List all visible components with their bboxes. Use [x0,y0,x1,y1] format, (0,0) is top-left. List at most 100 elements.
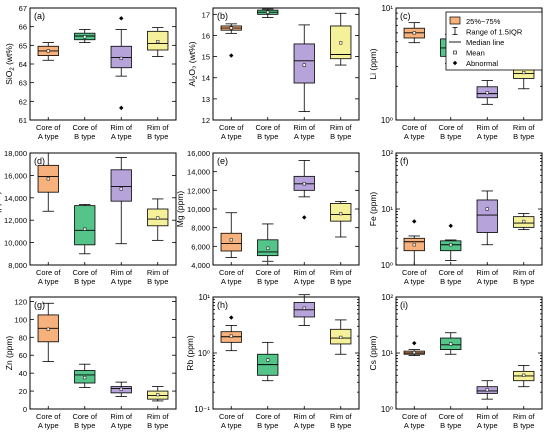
category-label: Core of B type [438,268,464,286]
category-label: Core of A type [402,123,428,141]
mean-marker [449,342,453,346]
category-label-line1: Core of [255,412,281,421]
category-label-line1: Rim of [330,268,353,277]
abnormal-marker [229,53,234,58]
y-axis-label: Na (ppm) [0,191,2,227]
panel-label: (d) [34,156,45,166]
panel-label: (h) [217,300,228,310]
category-label: Rim of A type [476,123,499,141]
category-label-line2: A type [111,132,132,141]
legend-abnormal-swatch [452,60,458,66]
mean-marker [119,187,123,191]
category-label-line2: A type [294,421,315,430]
category-label-line1: Core of [402,123,428,132]
y-tick-label: 8,000 [191,224,210,233]
box-3: Rim of B type [513,213,535,286]
category-label: Rim of B type [513,123,536,141]
category-label-line1: Rim of [147,123,170,132]
box-3: Rim of B type [513,57,536,141]
plot-frame [29,152,177,266]
category-label: Core of B type [72,268,98,286]
y-tick-label: 15 [202,53,210,62]
category-label: Core of B type [438,412,464,430]
y-tick-label: 18,000 [4,149,27,158]
y-tick-label: 10¹ [198,293,210,302]
category-label-line1: Core of [72,268,98,277]
category-label-line1: Core of [438,123,464,132]
mean-marker [339,41,343,45]
category-label-line1: Rim of [110,412,133,421]
mean-marker [119,56,123,60]
category-label-line2: B type [330,421,351,430]
legend-label: Abnormal [466,59,498,68]
y-tick-label: 120 [14,297,27,306]
panel-label: (b) [217,11,228,21]
mean-marker [302,306,306,310]
y-tick-label: 4,000 [191,261,210,270]
mean-marker [83,227,87,231]
y-tick-label: 8,000 [8,261,27,270]
plot-frame [212,296,360,410]
box-1: Core of B type [72,204,98,286]
mean-marker [229,238,233,242]
y-tick-label: 16,000 [187,149,210,158]
y-tick-label: 10⁰ [381,116,393,125]
panel-label: (g) [34,300,45,310]
mean-marker [412,31,416,35]
category-label: Core of A type [402,268,428,286]
category-label-line2: B type [74,421,95,430]
mean-marker [339,212,343,216]
y-tick-label: 40 [19,369,27,378]
category-label-line1: Rim of [476,412,499,421]
category-label-line2: A type [111,421,132,430]
category-label-line2: B type [257,421,278,430]
y-tick-label: 6,000 [191,242,210,251]
box-3: Rim of B type [330,201,353,286]
mean-marker [522,219,526,223]
mean-marker [485,207,489,211]
category-label: Rim of B type [147,123,170,141]
mean-marker [156,216,160,220]
category-label-line2: B type [513,132,534,141]
box-1: Core of B type [438,223,464,286]
box-3: Rim of B type [147,386,170,430]
category-label-line2: A type [221,421,242,430]
category-label: Rim of B type [147,412,170,430]
category-label-line2: B type [257,132,278,141]
box-3: Rim of B type [513,365,535,430]
box-3: Rim of B type [330,319,353,430]
box-0: Core of A type [36,152,62,286]
category-label-line2: B type [330,132,351,141]
panel-4: 4,000 6,000 8,000 10,000 12,000 14,000 16,000 (… [175,149,360,286]
mean-marker [302,182,306,186]
box-2: Rim of A type [476,80,499,141]
iqr-box [293,43,315,84]
category-label: Core of A type [219,268,245,286]
y-axis-label: Cs (ppm) [368,335,378,370]
y-tick-label: 16 [202,31,210,40]
category-label-line1: Rim of [147,412,170,421]
y-tick-label: 80 [19,333,27,342]
category-label-line1: Core of [36,123,62,132]
box-2: Rim of A type [293,294,316,430]
category-label: Core of A type [219,123,245,141]
category-label-line1: Core of [219,268,245,277]
mean-marker [302,63,306,67]
box-0: Core of A type [402,219,428,286]
y-tick-label: 10² [381,149,393,158]
iqr-box [74,205,96,246]
category-label: Rim of A type [476,412,499,430]
category-label-line2: A type [477,277,498,286]
panel-label: (a) [34,11,45,21]
category-label-line2: B type [147,277,168,286]
category-label: Rim of A type [293,412,316,430]
y-tick-label: 10² [381,293,393,302]
category-label: Core of A type [36,268,62,286]
y-tick-label: 10¹ [381,4,393,13]
legend-label: Mean [466,49,485,58]
y-label-tail: (wt%) [4,43,14,67]
box-0: Core of A type [219,23,245,141]
category-label-line1: Rim of [330,412,353,421]
box-3: Rim of B type [147,198,169,286]
